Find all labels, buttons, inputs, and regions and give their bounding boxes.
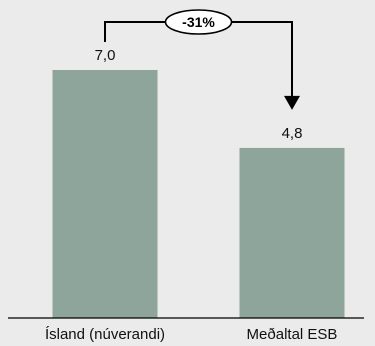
category-label-1: Meðaltal ESB <box>247 326 338 343</box>
bar-0 <box>52 69 158 319</box>
category-labels-layer: Ísland (núverandi) Meðaltal ESB <box>45 326 337 343</box>
annotation-badge <box>164 9 233 35</box>
value-label-1: 4,8 <box>282 125 303 142</box>
annotation-arrowhead <box>284 95 300 110</box>
bars-layer <box>52 69 345 319</box>
category-label-0: Ísland (núverandi) <box>45 326 165 343</box>
bar-1 <box>239 147 345 318</box>
change-annotation: -31% <box>104 9 300 110</box>
annotation-text: -31% <box>182 14 215 30</box>
value-label-0: 7,0 <box>95 47 116 64</box>
value-labels-layer: 7,0 4,8 <box>95 47 303 142</box>
